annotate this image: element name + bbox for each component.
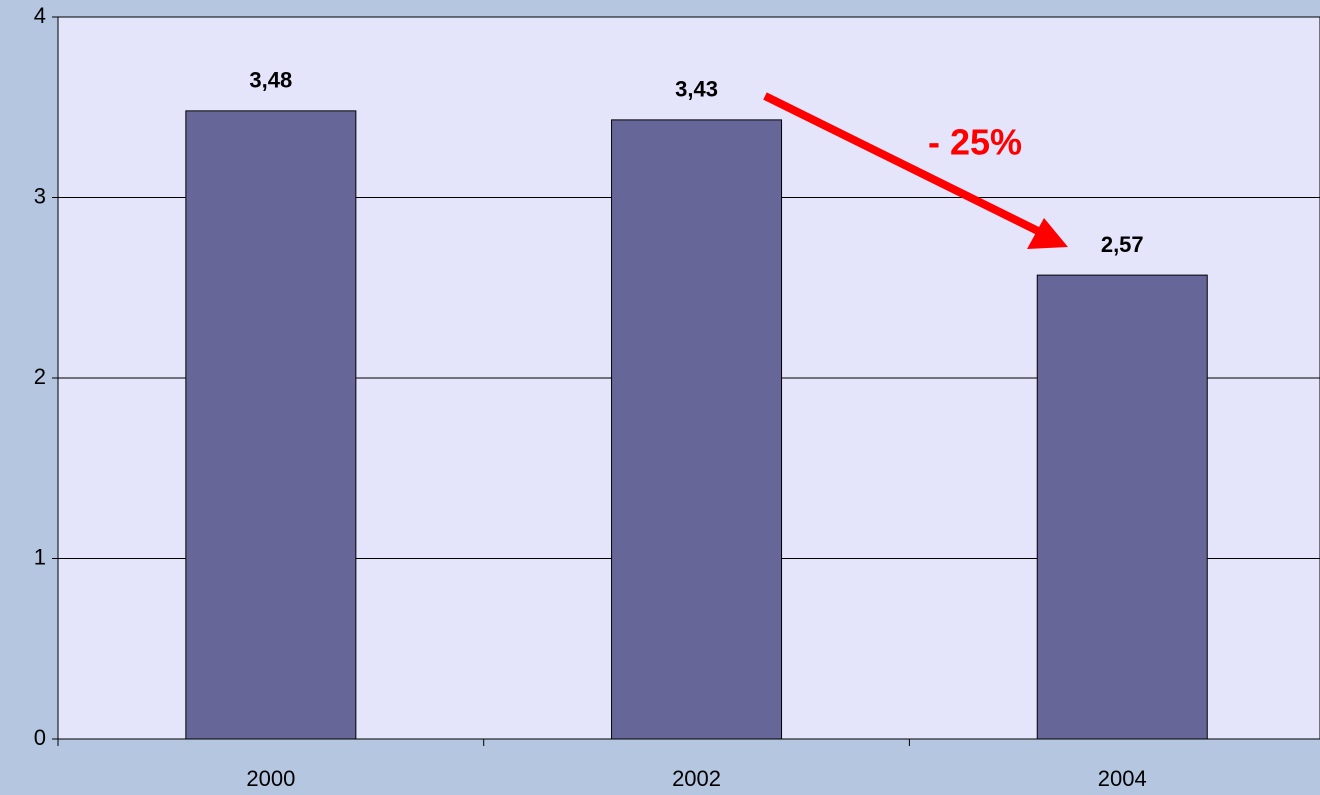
y-tick-label: 1	[34, 544, 46, 569]
bar	[185, 110, 357, 740]
y-tick-label: 2	[34, 364, 46, 389]
annotation: - 25%	[928, 122, 1022, 163]
bar	[611, 119, 783, 740]
bar	[1036, 274, 1208, 740]
y-tick-label: 4	[34, 3, 46, 28]
x-tick-label: 2000	[246, 766, 295, 791]
marks: 0 1 2 3 4 2000 3,48 2002 3,43 2004 2,57	[34, 3, 1320, 791]
value-label: 2,57	[1101, 232, 1144, 257]
y-tick-label: 0	[34, 725, 46, 750]
value-label: 3,48	[249, 68, 292, 93]
arrow-head	[1027, 218, 1068, 249]
y-tick-label: 3	[34, 183, 46, 208]
value-label: 3,43	[675, 77, 718, 102]
arrow-shaft	[763, 92, 1042, 236]
x-tick-label: 2004	[1098, 766, 1147, 791]
x-tick-label: 2002	[672, 766, 721, 791]
